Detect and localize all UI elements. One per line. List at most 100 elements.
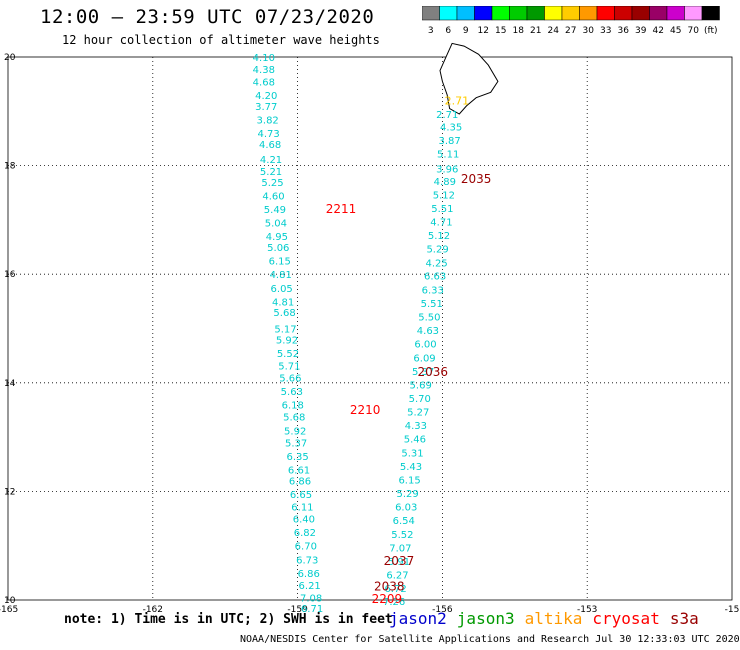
wave-height-label: 4.73	[258, 129, 280, 140]
wave-height-label: 5.06	[267, 243, 289, 254]
colorbar-label: 30	[583, 26, 595, 36]
wave-height-label: 4.71	[430, 218, 452, 229]
footer-credit: NOAA/NESDIS Center for Satellite Applica…	[240, 634, 740, 645]
colorbar-label: (ft)	[704, 26, 718, 36]
satellite-legend-item: jason3	[456, 609, 515, 628]
wave-height-label: 6.86	[298, 569, 320, 580]
wave-height-label: 6.86	[289, 477, 311, 488]
wave-height-label: 5.46	[404, 435, 426, 446]
wave-height-label: 4.89	[434, 177, 456, 188]
colorbar-swatch	[701, 6, 720, 21]
wave-height-label: 4.20	[255, 91, 277, 102]
wave-height-label: 5.25	[261, 178, 283, 189]
wave-height-label: 4.10	[253, 53, 275, 64]
wave-height-label: 6.70	[295, 542, 317, 553]
plot-frame	[7, 56, 733, 601]
wave-height-label: 7.07	[389, 543, 411, 554]
time-label: 2210	[350, 403, 381, 417]
satellite-legend-item: jason2	[389, 609, 447, 628]
y-tick-label: 14	[4, 379, 16, 389]
y-tick-label: 10	[4, 596, 16, 606]
colorbar-label: 42	[653, 26, 664, 36]
wave-height-label: 6.40	[293, 515, 315, 526]
wave-height-label: 5.68	[283, 412, 305, 423]
y-tick-label: 18	[4, 162, 16, 172]
wave-height-label: 5.92	[276, 335, 298, 346]
wave-height-label: 6.27	[386, 570, 408, 581]
wave-height-label: 5.29	[426, 245, 448, 256]
wave-height-label: 5.49	[264, 205, 286, 216]
wave-height-label: 5.04	[265, 219, 287, 230]
wave-height-label: 5.11	[437, 150, 459, 161]
colorbar-label: 39	[635, 26, 647, 36]
wave-height-label: 5.21	[260, 167, 282, 178]
wave-height-label: 6.15	[398, 475, 420, 486]
x-tick-label: -153	[577, 605, 597, 615]
colorbar-label: 12	[478, 26, 489, 36]
wave-height-label: 4.81	[272, 297, 294, 308]
satellite-legend-item: altika	[524, 609, 583, 628]
page-subtitle: 12 hour collection of altimeter wave hei…	[62, 33, 380, 47]
wave-height-label: 5.37	[412, 367, 434, 378]
wave-height-label: 6.65	[290, 490, 312, 501]
x-tick-label: -15	[725, 605, 740, 615]
wave-height-label: 3.87	[439, 136, 461, 147]
wave-height-label: 6.72	[384, 584, 406, 595]
wave-height-label: 3.82	[257, 115, 279, 126]
colorbar-label: 36	[618, 26, 630, 36]
color-legend: 3 6 9 12 15 18 21 24 27 30 33 36 39 42 45 70 (ft)	[422, 6, 720, 36]
wave-height-label: 5.50	[418, 313, 440, 324]
wave-height-label: 6.33	[422, 285, 444, 296]
x-tick-label: -162	[143, 605, 163, 615]
wave-height-label: 6.61	[288, 466, 310, 477]
time-label: 2211	[326, 202, 357, 216]
wave-height-label: 6.00	[414, 340, 436, 351]
wave-height-label: 4.38	[253, 65, 275, 76]
colorbar-label: 3	[428, 26, 434, 36]
x-tick-label: -156	[432, 605, 453, 615]
satellite-legend-item: cryosat	[592, 609, 660, 628]
wave-height-label: 4.81	[270, 270, 292, 281]
wave-height-label: 3.77	[255, 102, 277, 113]
wave-height-label: 3.96	[436, 164, 458, 175]
x-tick-label: -165	[0, 605, 18, 615]
wave-height-label: 2.71	[436, 110, 458, 121]
wave-height-label: 5.68	[273, 308, 295, 319]
wave-height-label: 7.26	[383, 597, 405, 608]
colorbar-label: 9	[463, 26, 469, 36]
wave-height-label: 6.71	[301, 604, 323, 615]
wave-height-label: 5.51	[421, 299, 443, 310]
x-tick-label: -159	[287, 605, 308, 615]
colorbar-label: 6	[445, 26, 451, 36]
wave-height-label: 6.54	[393, 516, 415, 527]
wave-height-label: 5.66	[279, 373, 301, 384]
colorbar-label: 27	[565, 26, 576, 36]
wave-height-label: 4.68	[253, 77, 275, 88]
wave-height-label: 5.91	[388, 557, 410, 568]
colorbar-label: 45	[670, 26, 681, 36]
wave-height-label: 4.33	[405, 421, 427, 432]
colorbar-label: 70	[688, 26, 700, 36]
colorbar-label: 33	[600, 26, 611, 36]
wave-height-label: 5.52	[277, 349, 299, 360]
note-text: note: 1) Time is in UTC; 2) SWH is in fe…	[64, 612, 393, 627]
wave-height-label: 6.05	[271, 284, 293, 295]
wave-height-label: 6.63	[424, 271, 446, 282]
wave-height-label: 6.35	[286, 452, 308, 463]
wave-height-label: 2.71	[445, 94, 470, 107]
time-label: 2035	[461, 172, 492, 186]
wave-height-label: 6.15	[269, 257, 291, 268]
wave-height-label: 5.31	[401, 448, 423, 459]
island-coastline	[439, 42, 499, 115]
wave-height-label: 4.25	[425, 258, 447, 269]
wave-height-label: 5.51	[431, 204, 453, 215]
satellite-legend-item: s3a	[669, 609, 699, 628]
wave-height-label: 6.82	[294, 528, 316, 539]
colorbar-label: 24	[548, 26, 560, 36]
colorbar-label: 15	[495, 26, 506, 36]
time-label: 2037	[384, 554, 415, 568]
wave-height-label: 4.63	[417, 326, 439, 337]
colorbar-label: 18	[513, 26, 525, 36]
wave-height-label: 4.21	[260, 155, 282, 166]
